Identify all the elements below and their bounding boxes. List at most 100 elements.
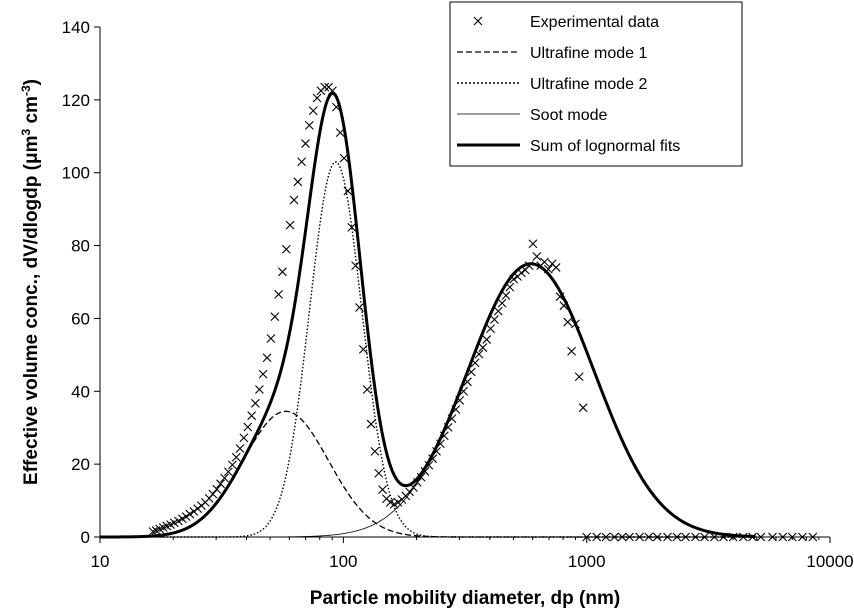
data-point — [343, 186, 353, 196]
data-point — [439, 431, 449, 441]
data-point — [532, 252, 542, 261]
data-point — [247, 411, 257, 421]
curve-ultrafine-mode-2 — [100, 161, 756, 538]
x-tick-label: 10 — [91, 552, 110, 571]
data-point — [231, 452, 241, 462]
data-point — [528, 239, 538, 249]
data-point — [174, 516, 183, 526]
legend-box — [449, 1, 743, 167]
data-point — [428, 454, 438, 464]
y-tick-label: 140 — [62, 18, 90, 37]
x-tick-label: 100 — [329, 552, 357, 571]
data-point — [486, 324, 495, 334]
data-point — [285, 220, 295, 230]
data-point — [432, 447, 441, 456]
x-axis-ticks: 10 100 1000 10000 — [91, 537, 854, 571]
data-point — [478, 343, 488, 352]
data-point — [212, 484, 222, 494]
x-tick-label: 1000 — [568, 552, 606, 571]
data-point — [281, 244, 291, 254]
data-point — [443, 422, 453, 432]
data-point — [320, 82, 330, 92]
data-point — [493, 306, 503, 316]
y-axis-title-unit-cm: cm — [21, 96, 42, 129]
y-axis-ticks: 0 20 40 60 80 100 120 140 — [62, 18, 100, 547]
data-point — [308, 106, 318, 116]
curve-soot-mode — [100, 263, 756, 538]
y-axis-title: Effective volume conc., dV/dlogdp (μm3 c… — [19, 79, 42, 485]
y-axis-title-sup-3: 3 — [19, 128, 33, 135]
y-tick-label: 40 — [71, 382, 90, 401]
data-point — [571, 319, 580, 329]
data-point — [451, 405, 461, 414]
data-point — [366, 419, 376, 429]
data-point — [455, 396, 465, 405]
data-point — [574, 372, 584, 382]
legend-label-ultrafine-1: Ultrafine mode 1 — [530, 45, 647, 62]
data-point — [555, 292, 565, 301]
data-point — [220, 473, 229, 483]
data-point — [559, 301, 569, 311]
y-axis-title-text: Effective volume conc., dV/dlogdp ( — [21, 163, 42, 485]
data-point — [474, 349, 484, 359]
data-point — [185, 509, 195, 519]
data-point — [193, 504, 203, 513]
data-point — [148, 527, 158, 536]
data-point — [304, 120, 314, 130]
data-point — [409, 483, 418, 492]
data-point — [490, 315, 499, 324]
data-point — [335, 128, 345, 138]
legend-label-experimental: Experimental data — [530, 14, 659, 31]
legend-item-soot: Soot mode — [457, 107, 607, 124]
data-point — [424, 460, 434, 470]
data-point — [370, 447, 380, 456]
data-point — [216, 479, 225, 489]
data-point — [255, 385, 264, 394]
data-point — [258, 369, 268, 379]
data-point — [293, 177, 303, 187]
y-tick-label: 120 — [62, 91, 90, 110]
data-point — [262, 353, 272, 363]
data-point — [189, 507, 199, 516]
data-point — [301, 139, 310, 148]
data-point — [289, 195, 299, 205]
legend-item-ultrafine-1: Ultrafine mode 1 — [457, 45, 647, 62]
data-point — [239, 433, 249, 443]
legend: Experimental data Ultrafine mode 1 Ultra… — [449, 1, 743, 167]
y-tick-label: 80 — [71, 237, 90, 256]
data-point — [355, 303, 364, 312]
data-point — [328, 86, 337, 96]
y-tick-label: 60 — [71, 309, 90, 328]
data-point — [524, 261, 534, 270]
data-point — [181, 512, 191, 521]
legend-label-ultrafine-2: Ultrafine mode 2 — [530, 76, 647, 93]
y-tick-label: 20 — [71, 455, 90, 474]
y-tick-label: 0 — [81, 528, 90, 547]
data-point — [436, 439, 445, 449]
data-point — [482, 335, 492, 344]
data-point — [235, 444, 245, 453]
data-point — [266, 334, 276, 343]
data-point — [378, 485, 387, 495]
data-point — [447, 414, 457, 423]
data-point — [509, 274, 519, 284]
data-point — [578, 403, 588, 413]
data-point — [470, 358, 480, 368]
y-axis-title-sup-minus3: -3 — [19, 85, 33, 96]
data-point — [540, 257, 549, 267]
data-point — [278, 267, 287, 277]
y-axis-title-mu: μ — [21, 152, 42, 164]
y-tick-label: 100 — [62, 164, 90, 183]
data-point — [551, 263, 561, 272]
data-point — [517, 268, 526, 278]
legend-item-sum: Sum of lognormal fits — [457, 138, 680, 155]
data-point — [374, 468, 384, 478]
data-point — [463, 377, 472, 387]
curve-sum-of-lognormal-fits — [100, 91, 756, 539]
data-point — [466, 367, 476, 377]
data-point — [420, 467, 430, 476]
data-point — [270, 312, 280, 321]
y-axis-title-close: ) — [21, 79, 42, 85]
data-point — [416, 472, 426, 482]
